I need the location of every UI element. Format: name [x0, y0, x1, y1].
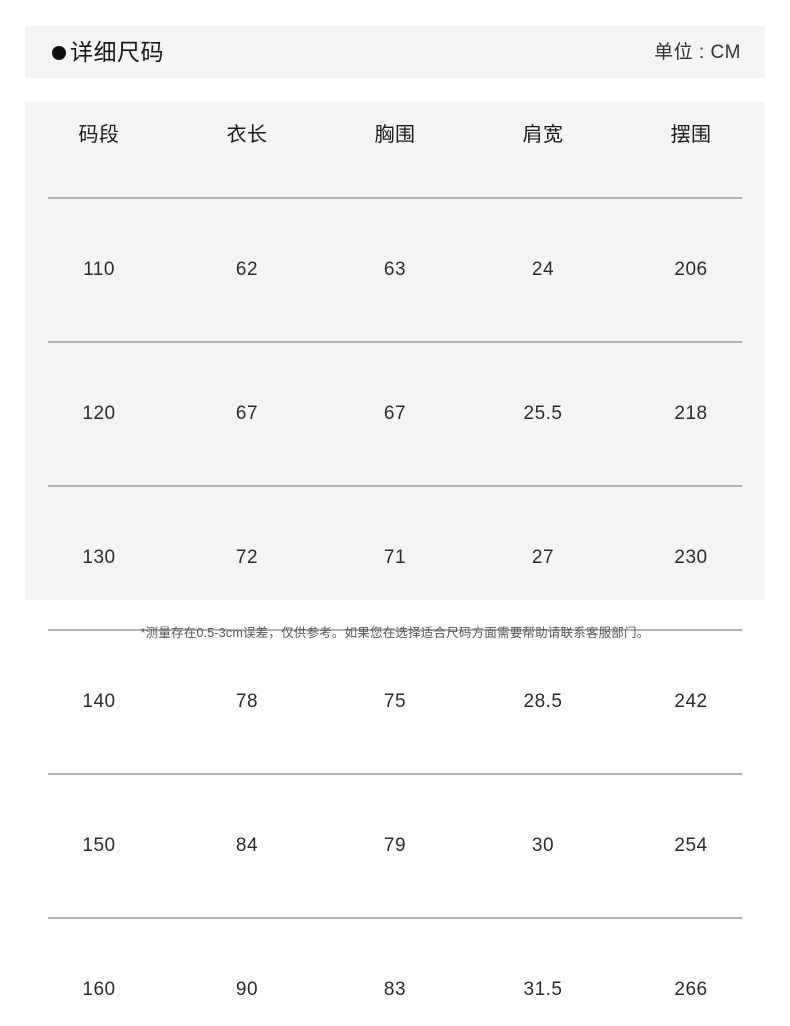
divider-line — [48, 485, 742, 487]
table-row: 110 62 63 24 206 — [25, 234, 765, 306]
divider-line — [48, 629, 742, 631]
cell-shoulder: 27 — [531, 547, 555, 568]
row-divider-cell — [25, 738, 765, 810]
divider-line — [48, 341, 742, 343]
divider-line — [48, 197, 742, 199]
table-row: 130 72 71 27 230 — [25, 522, 765, 594]
size-table-panel: 码段 衣长 胸围 肩宽 摆围 110 62 63 24 206 — [25, 102, 765, 1000]
column-header-shoulder: 肩宽 — [522, 123, 564, 146]
table-row: 140 78 75 28.5 242 — [25, 666, 765, 738]
cell-length: 84 — [235, 835, 259, 856]
column-header-hem: 摆围 — [670, 123, 712, 146]
cell-size: 110 — [83, 259, 115, 280]
cell-hem: 218 — [674, 403, 708, 424]
row-divider — [25, 738, 765, 810]
cell-length: 62 — [235, 259, 259, 280]
cell-size: 150 — [82, 835, 116, 856]
row-divider-cell — [25, 306, 765, 378]
row-divider — [25, 162, 765, 234]
cell-shoulder: 30 — [531, 835, 555, 856]
cell-shoulder: 28.5 — [523, 691, 563, 712]
table-row: 120 67 67 25.5 218 — [25, 378, 765, 450]
cell-hem: 266 — [674, 979, 708, 1000]
cell-size: 120 — [82, 403, 116, 424]
row-divider — [25, 450, 765, 522]
divider-line — [48, 917, 742, 919]
page-title: 详细尺码 — [70, 38, 164, 65]
row-divider — [25, 594, 765, 666]
cell-bust: 71 — [383, 547, 407, 568]
divider-line — [48, 773, 742, 775]
column-header-size: 码段 — [78, 123, 120, 146]
cell-hem: 230 — [674, 547, 708, 568]
table-row: 150 84 79 30 254 — [25, 810, 765, 882]
measurement-footnote: *测量存在0.5-3cm误差，仅供参考。如果您在选择适合尺码方面需要帮助请联系客… — [140, 626, 650, 640]
row-divider-cell — [25, 594, 765, 666]
table-row: 160 90 83 31.5 266 — [25, 954, 765, 1026]
cell-hem: 242 — [674, 691, 708, 712]
cell-bust: 67 — [383, 403, 407, 424]
filled-circle-icon — [52, 46, 66, 60]
cell-bust: 75 — [383, 691, 407, 712]
section-header: 详细尺码 单位 : CM — [25, 26, 765, 78]
cell-length: 78 — [235, 691, 259, 712]
cell-shoulder: 24 — [531, 259, 555, 280]
cell-hem: 206 — [674, 259, 708, 280]
column-header-length: 衣长 — [226, 123, 268, 146]
table-header-row: 码段 衣长 胸围 肩宽 摆围 — [25, 102, 765, 162]
size-table-body: 110 62 63 24 206 120 67 67 25.5 218 — [25, 162, 765, 1026]
cell-size: 140 — [82, 691, 116, 712]
cell-bust: 83 — [383, 979, 407, 1000]
size-chart-page: 详细尺码 单位 : CM 码段 衣长 胸围 肩宽 摆围 110 — [25, 26, 765, 1000]
row-divider — [25, 882, 765, 954]
column-header-bust: 胸围 — [374, 123, 416, 146]
cell-size: 130 — [82, 547, 116, 568]
row-divider-cell — [25, 882, 765, 954]
cell-size: 160 — [82, 979, 116, 1000]
cell-bust: 79 — [383, 835, 407, 856]
row-divider — [25, 306, 765, 378]
section-header-left: 详细尺码 — [52, 38, 164, 65]
size-table: 码段 衣长 胸围 肩宽 摆围 110 62 63 24 206 — [25, 102, 765, 1026]
cell-length: 72 — [235, 547, 259, 568]
row-divider-cell — [25, 162, 765, 234]
row-divider-cell — [25, 450, 765, 522]
cell-length: 67 — [235, 403, 259, 424]
size-table-head: 码段 衣长 胸围 肩宽 摆围 — [25, 102, 765, 162]
cell-shoulder: 31.5 — [523, 979, 563, 1000]
cell-length: 90 — [235, 979, 259, 1000]
cell-shoulder: 25.5 — [523, 403, 563, 424]
cell-hem: 254 — [674, 835, 708, 856]
cell-bust: 63 — [383, 259, 407, 280]
unit-label: 单位 : CM — [654, 41, 741, 63]
